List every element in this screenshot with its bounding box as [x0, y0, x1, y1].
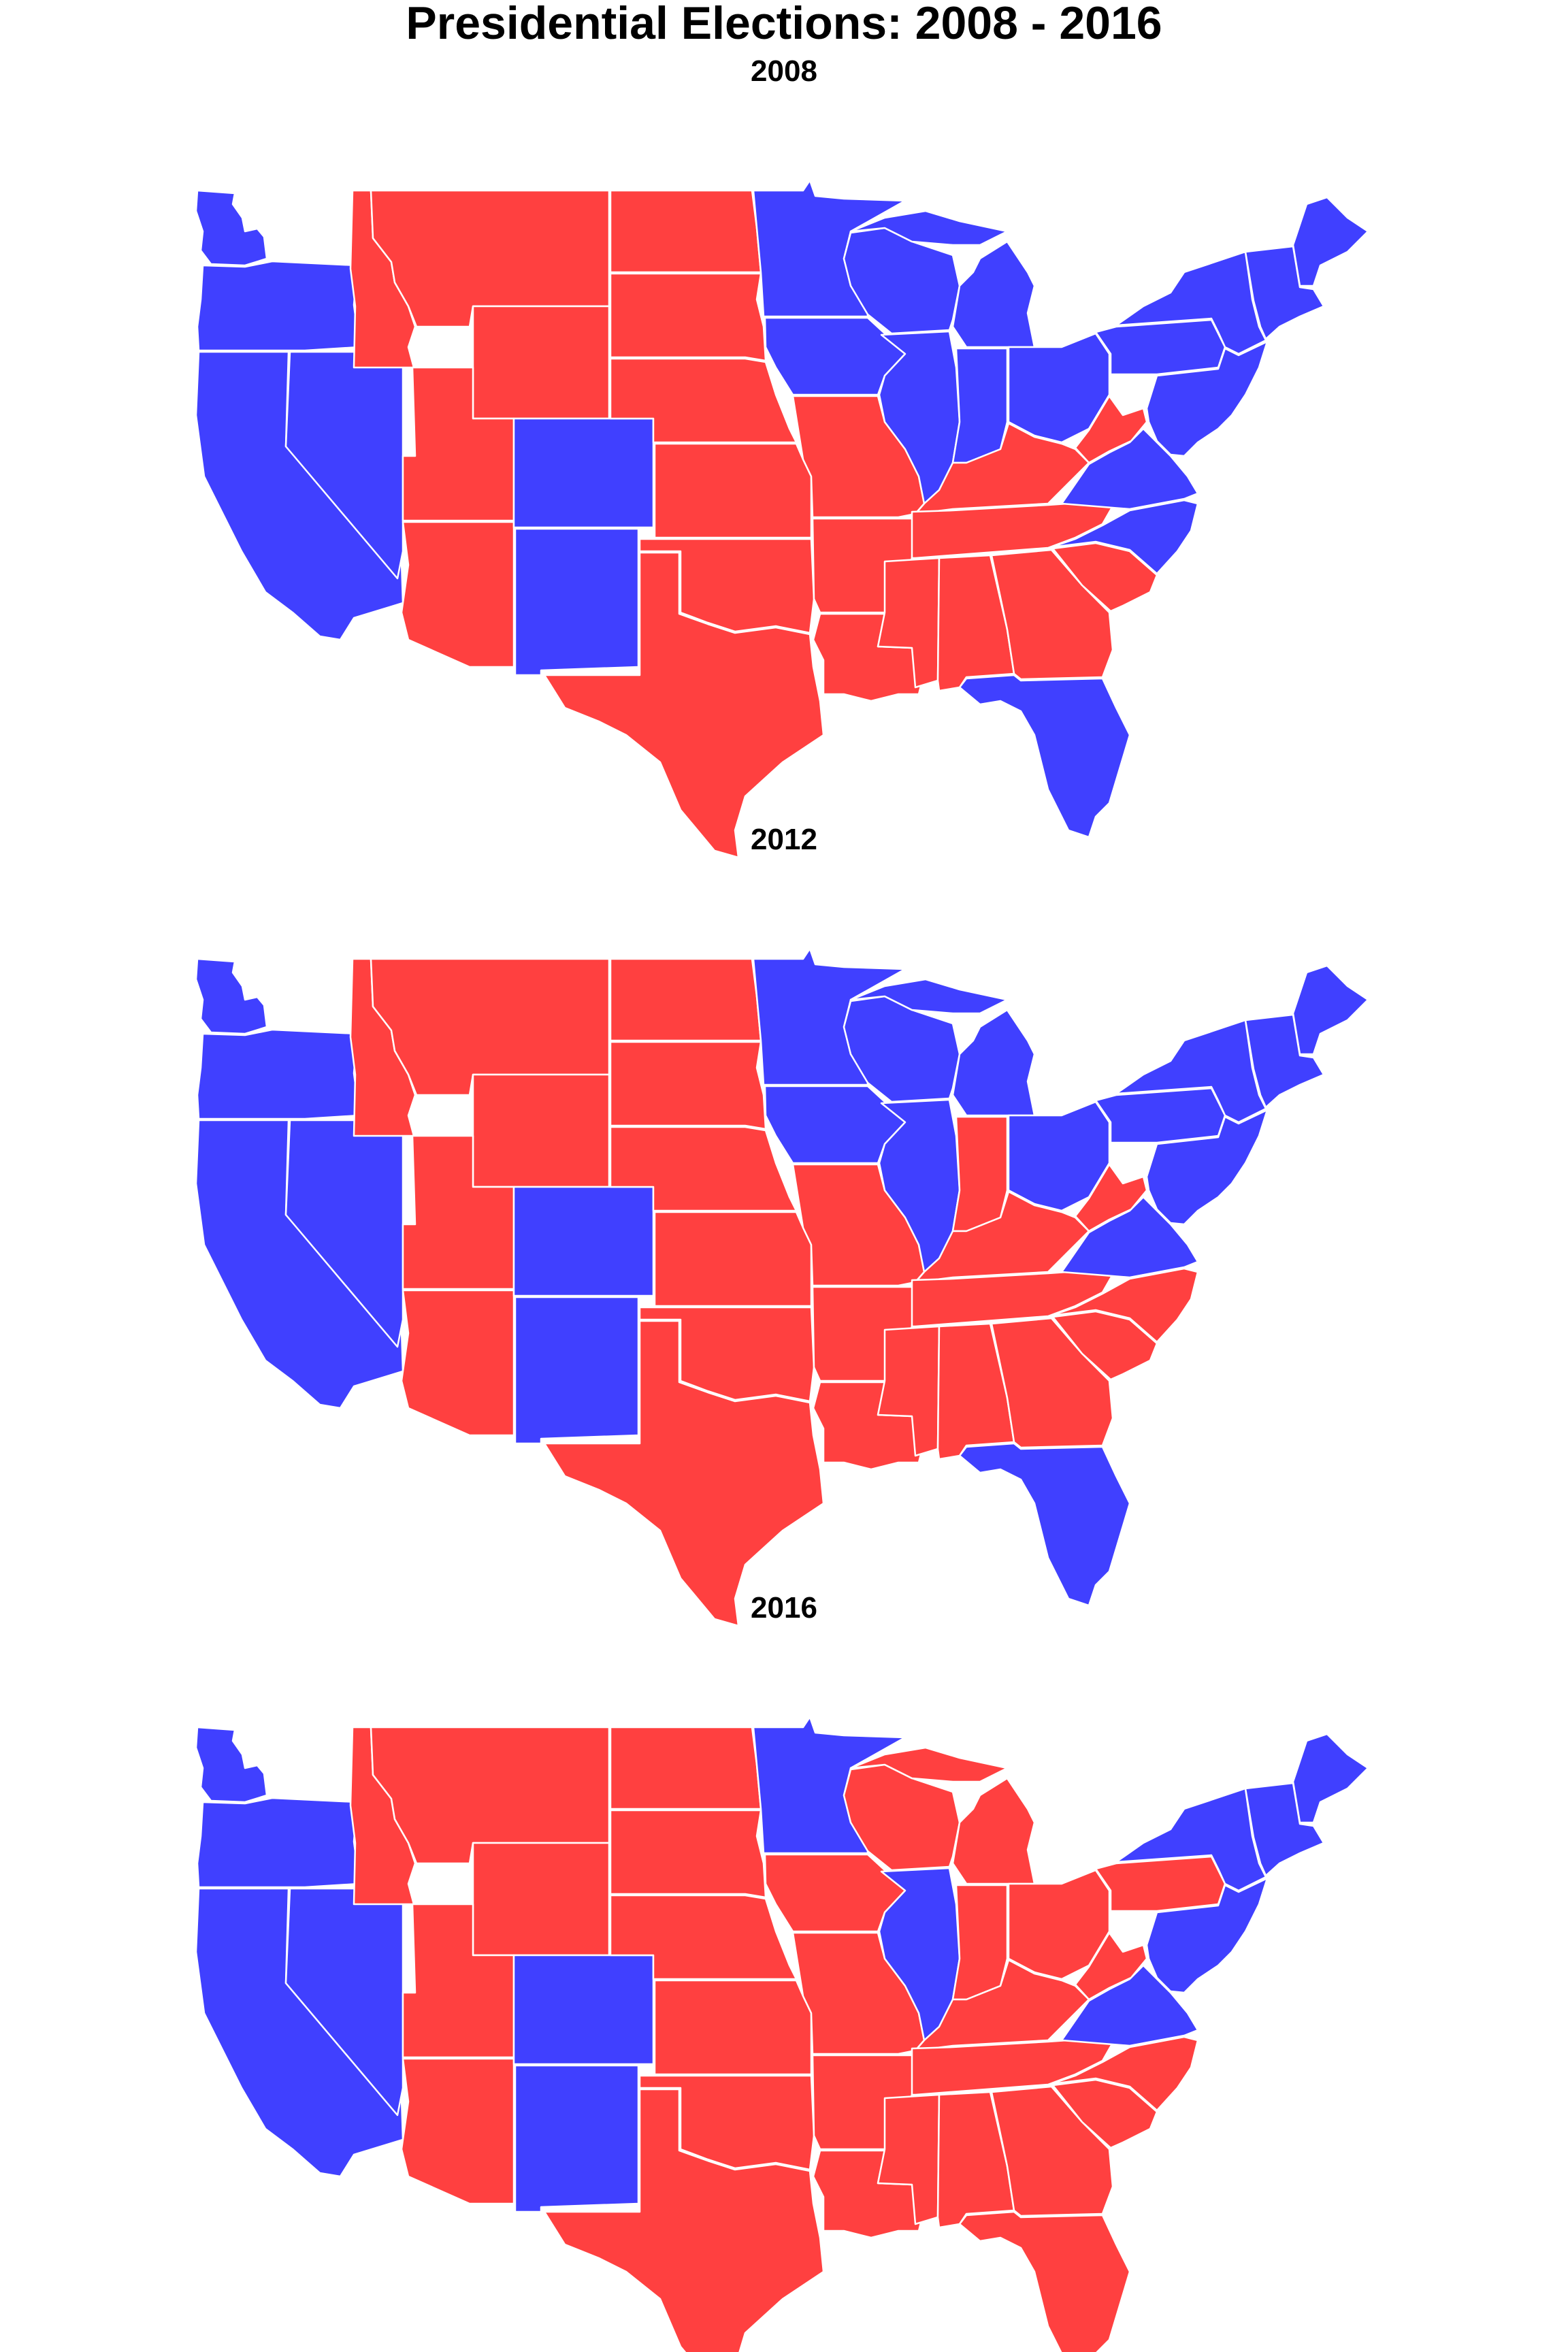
state-pa: [1094, 318, 1226, 376]
state-va: [1060, 1964, 1199, 2047]
us-map-3: [195, 1716, 1369, 2352]
state-va: [1060, 1196, 1199, 1279]
map-title-1: 2008: [751, 54, 817, 88]
state-al: [936, 1322, 1015, 1460]
state-nm: [514, 2064, 640, 2213]
state-ga: [990, 2085, 1114, 2217]
state-in: [951, 1115, 1009, 1232]
state-tx: [543, 2088, 825, 2352]
state-or: [196, 1028, 361, 1120]
state-tx: [543, 1320, 825, 1627]
state-az: [400, 2057, 515, 2205]
state-ga: [990, 549, 1114, 681]
state-al: [936, 2091, 1015, 2229]
state-wa: [195, 1726, 268, 1803]
state-wy: [472, 1842, 610, 1957]
state-wv: [1074, 1931, 1148, 2001]
state-az: [400, 1289, 515, 1437]
state-in: [951, 1884, 1009, 2001]
state-ny: [1115, 250, 1267, 355]
main-title: Presidential Elections: 2008 - 2016: [406, 0, 1162, 49]
state-sc: [1051, 2078, 1158, 2149]
states-group: [195, 1716, 1369, 2352]
state-sd: [609, 1809, 767, 1899]
state-me: [1292, 196, 1369, 287]
state-tn: [911, 499, 1117, 559]
state-nm: [514, 1296, 640, 1445]
state-ks: [653, 1979, 813, 2076]
state-az: [400, 521, 515, 668]
states-group: [195, 947, 1369, 1627]
state-ne_states: [1244, 1013, 1325, 1109]
state-sd: [609, 272, 767, 362]
state-ky: [914, 422, 1090, 515]
state-ne_states: [1244, 1782, 1325, 1877]
state-fl: [958, 1442, 1131, 1607]
state-pa: [1094, 1087, 1226, 1144]
state-wa: [195, 958, 268, 1035]
state-ne_states: [1244, 245, 1325, 340]
state-or: [196, 260, 361, 352]
state-pa: [1094, 1855, 1226, 1912]
state-nd: [609, 1726, 762, 1810]
state-sc: [1051, 1310, 1158, 1381]
state-nc: [1050, 1267, 1199, 1343]
state-ks: [653, 1211, 813, 1307]
map-title-2: 2012: [751, 823, 817, 856]
us-map-1: [195, 179, 1369, 859]
state-ky: [914, 1190, 1090, 1284]
state-ne: [609, 1894, 798, 1980]
state-co: [512, 1186, 655, 1297]
state-tn: [911, 2036, 1117, 2096]
state-tx: [543, 551, 825, 859]
state-sd: [609, 1041, 767, 1130]
state-nc: [1050, 2036, 1199, 2112]
us-map-2: [195, 947, 1369, 1627]
state-wy: [472, 1073, 610, 1188]
state-co: [512, 417, 655, 529]
state-tn: [911, 1267, 1117, 1328]
state-midatl: [1145, 340, 1269, 457]
state-ne: [609, 357, 798, 444]
state-nm: [514, 527, 640, 676]
state-fl: [958, 674, 1131, 838]
state-ga: [990, 1317, 1114, 1449]
state-sc: [1051, 542, 1158, 612]
state-ny: [1115, 1019, 1267, 1124]
state-mt: [370, 189, 610, 328]
state-ny: [1115, 1787, 1267, 1892]
state-mt: [370, 958, 610, 1096]
state-mt: [370, 1726, 610, 1865]
state-me: [1292, 1733, 1369, 1824]
state-nd: [609, 189, 762, 274]
state-al: [936, 554, 1015, 692]
state-va: [1060, 427, 1199, 510]
state-wv: [1074, 1163, 1148, 1232]
state-nc: [1050, 499, 1199, 575]
state-fl: [958, 2210, 1131, 2352]
state-midatl: [1145, 1109, 1269, 1226]
state-wy: [472, 305, 610, 420]
state-or: [196, 1797, 361, 1889]
state-wa: [195, 189, 268, 267]
states-group: [195, 179, 1369, 859]
state-ky: [914, 1959, 1090, 2052]
state-wv: [1074, 395, 1148, 464]
state-in: [951, 347, 1009, 464]
state-nd: [609, 958, 762, 1042]
state-ks: [653, 442, 813, 539]
state-midatl: [1145, 1877, 1269, 1994]
state-ne: [609, 1126, 798, 1212]
state-me: [1292, 964, 1369, 1056]
state-co: [512, 1954, 655, 2065]
map-title-3: 2016: [751, 1591, 817, 1624]
